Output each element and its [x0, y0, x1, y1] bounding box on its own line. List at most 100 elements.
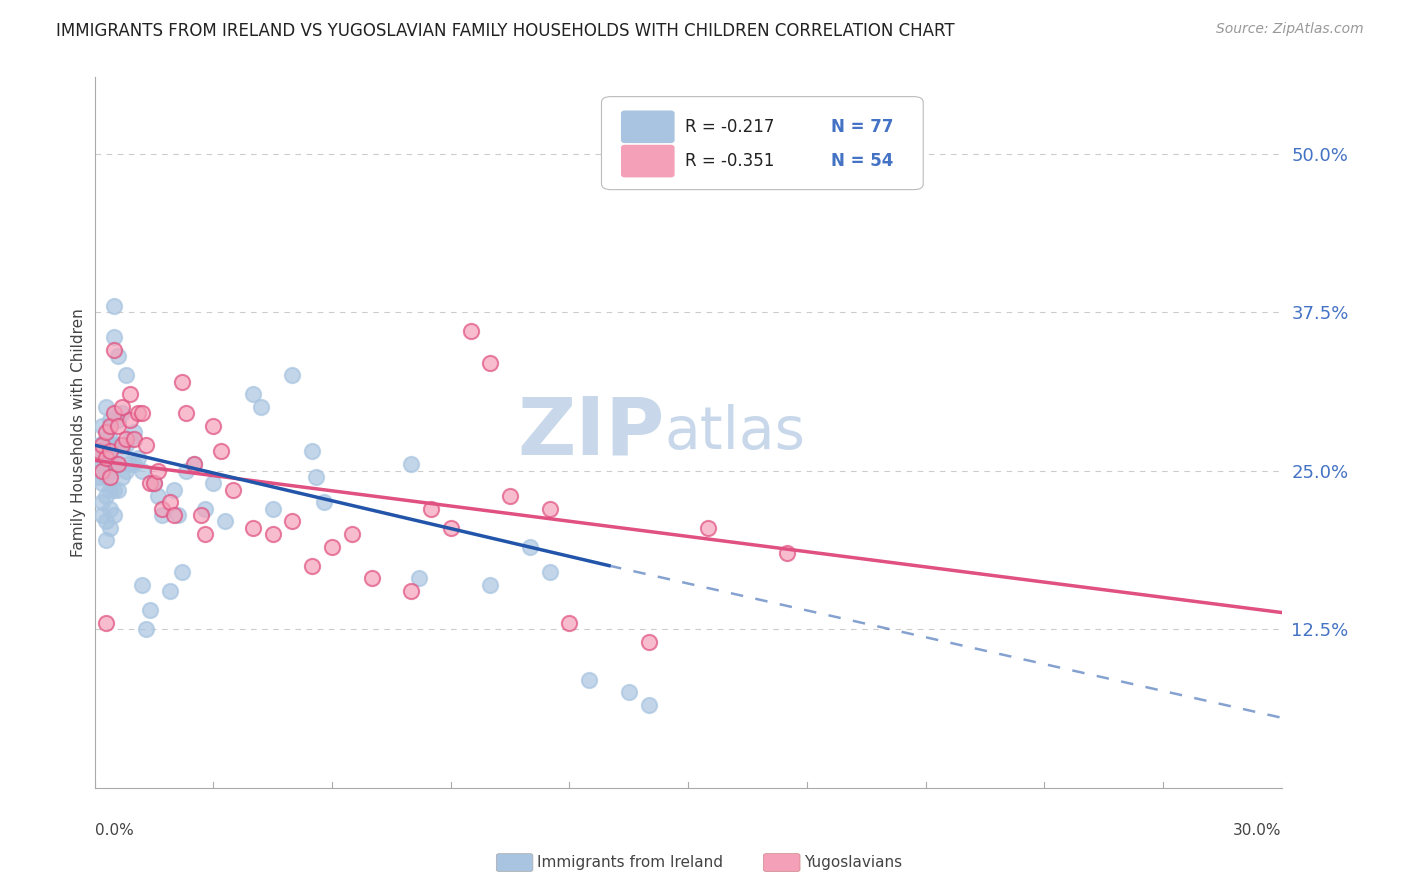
- Point: [183, 457, 205, 471]
- FancyBboxPatch shape: [763, 854, 800, 871]
- Point: [115, 368, 138, 383]
- Point: [100, 501, 122, 516]
- Point: [91, 419, 114, 434]
- Point: [111, 470, 134, 484]
- Point: [96, 450, 118, 465]
- Point: [100, 470, 122, 484]
- Point: [479, 577, 502, 591]
- Point: [103, 457, 125, 471]
- Point: [159, 495, 181, 509]
- Text: N = 54: N = 54: [831, 153, 893, 170]
- Point: [100, 483, 122, 497]
- Point: [281, 368, 304, 383]
- Point: [301, 558, 323, 573]
- Point: [139, 603, 162, 617]
- Point: [202, 419, 225, 434]
- Text: N = 77: N = 77: [831, 118, 893, 136]
- Point: [142, 476, 165, 491]
- Point: [135, 438, 157, 452]
- Point: [146, 489, 169, 503]
- Point: [115, 432, 138, 446]
- Point: [87, 444, 110, 458]
- Point: [578, 673, 600, 687]
- Point: [111, 400, 134, 414]
- Point: [91, 463, 114, 477]
- Point: [87, 438, 110, 452]
- Text: R = -0.351: R = -0.351: [685, 153, 773, 170]
- Point: [340, 527, 363, 541]
- Point: [281, 514, 304, 528]
- Point: [222, 483, 245, 497]
- Point: [163, 483, 186, 497]
- Point: [214, 514, 236, 528]
- Point: [100, 450, 122, 465]
- Point: [91, 450, 114, 465]
- Point: [408, 571, 430, 585]
- Point: [91, 508, 114, 522]
- Point: [111, 444, 134, 458]
- Point: [96, 470, 118, 484]
- Point: [209, 444, 232, 458]
- Point: [96, 400, 118, 414]
- Point: [100, 432, 122, 446]
- Point: [242, 520, 264, 534]
- Point: [460, 324, 482, 338]
- Point: [120, 387, 142, 401]
- Point: [100, 463, 122, 477]
- Text: Yugoslavians: Yugoslavians: [804, 855, 903, 870]
- FancyBboxPatch shape: [621, 145, 673, 177]
- Text: ZIP: ZIP: [517, 393, 665, 472]
- Point: [479, 356, 502, 370]
- Text: Immigrants from Ireland: Immigrants from Ireland: [537, 855, 723, 870]
- Point: [776, 546, 799, 560]
- Point: [103, 299, 125, 313]
- Point: [122, 432, 145, 446]
- Point: [697, 520, 720, 534]
- Point: [87, 444, 110, 458]
- Point: [107, 413, 129, 427]
- Point: [419, 501, 441, 516]
- Point: [91, 476, 114, 491]
- FancyBboxPatch shape: [496, 854, 533, 871]
- Point: [139, 476, 162, 491]
- Point: [87, 470, 110, 484]
- Point: [91, 495, 114, 509]
- Point: [262, 527, 284, 541]
- Point: [127, 450, 149, 465]
- Point: [107, 350, 129, 364]
- Point: [131, 407, 153, 421]
- Point: [146, 463, 169, 477]
- Point: [166, 508, 188, 522]
- Point: [190, 508, 212, 522]
- Point: [519, 540, 541, 554]
- Point: [111, 407, 134, 421]
- Point: [115, 438, 138, 452]
- Point: [120, 432, 142, 446]
- Point: [100, 413, 122, 427]
- Point: [399, 457, 422, 471]
- Point: [321, 540, 343, 554]
- Point: [120, 413, 142, 427]
- Point: [127, 407, 149, 421]
- Text: 0.0%: 0.0%: [94, 823, 134, 838]
- Text: IMMIGRANTS FROM IRELAND VS YUGOSLAVIAN FAMILY HOUSEHOLDS WITH CHILDREN CORRELATI: IMMIGRANTS FROM IRELAND VS YUGOSLAVIAN F…: [56, 22, 955, 40]
- Point: [120, 457, 142, 471]
- FancyBboxPatch shape: [602, 96, 924, 190]
- Point: [242, 387, 264, 401]
- Point: [163, 508, 186, 522]
- Point: [150, 508, 173, 522]
- Point: [100, 444, 122, 458]
- Point: [538, 565, 561, 579]
- Point: [183, 457, 205, 471]
- Point: [96, 450, 118, 465]
- Point: [107, 438, 129, 452]
- Point: [305, 470, 328, 484]
- Point: [103, 407, 125, 421]
- Point: [314, 495, 336, 509]
- Point: [122, 425, 145, 440]
- Point: [96, 432, 118, 446]
- Point: [194, 527, 217, 541]
- Point: [96, 514, 118, 528]
- Point: [637, 634, 659, 648]
- Point: [96, 425, 118, 440]
